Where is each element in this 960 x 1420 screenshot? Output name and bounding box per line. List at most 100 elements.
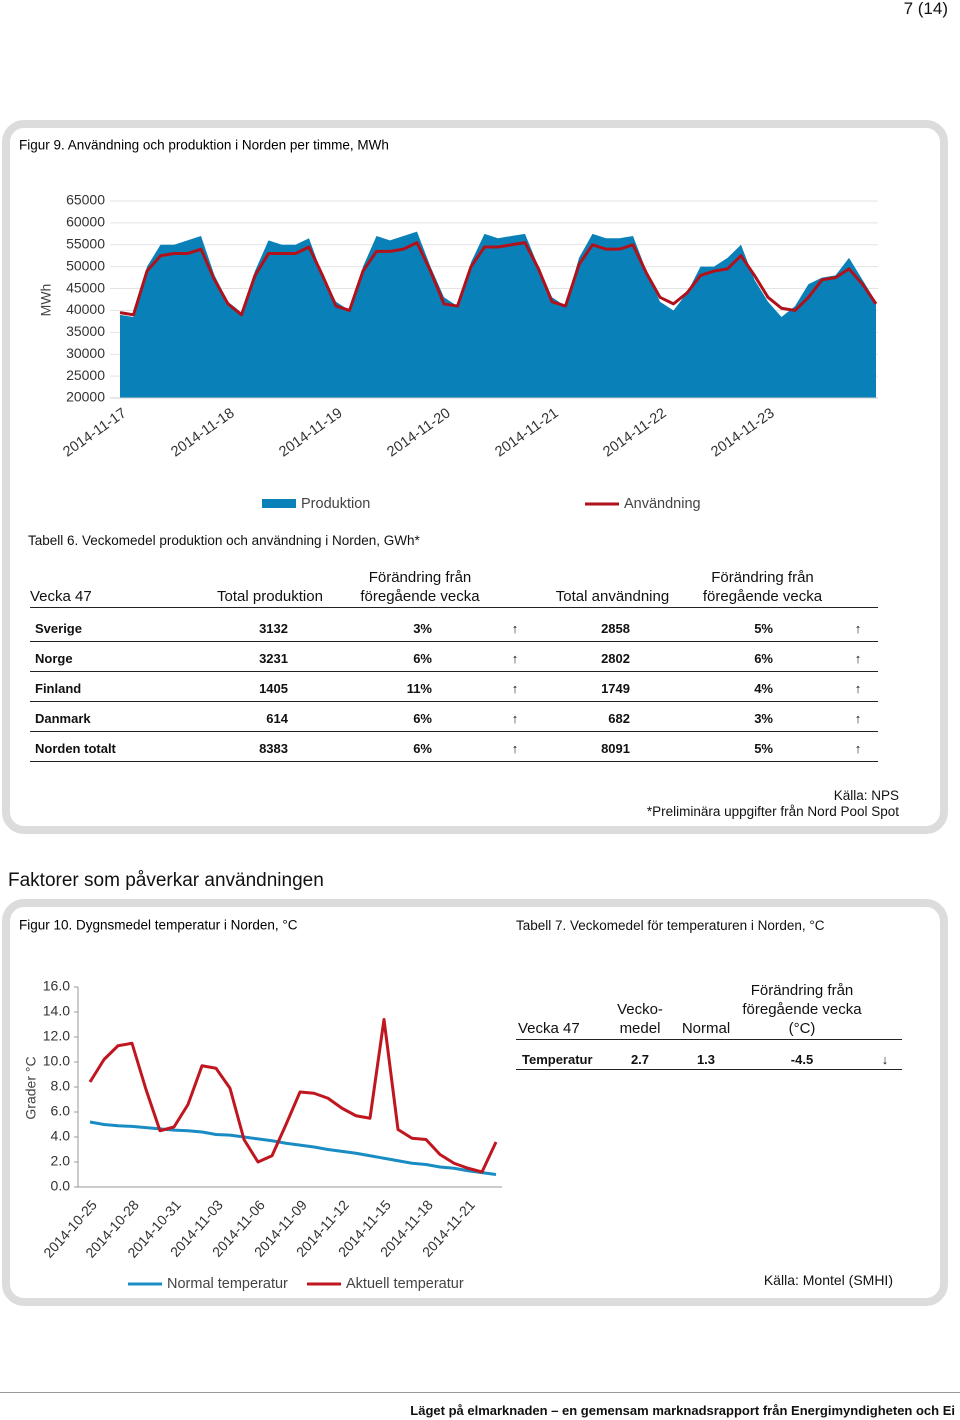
- y-tick-label: 30000: [66, 345, 105, 361]
- x-tick-label: 2014-11-22: [600, 405, 669, 460]
- table-cell: ↑: [511, 621, 519, 636]
- table-cell: 11%: [406, 681, 432, 696]
- y-tick-label: 65000: [66, 192, 105, 208]
- table-cell: Temperatur: [522, 1052, 593, 1067]
- table-source: Källa: Montel (SMHI): [763, 1272, 893, 1288]
- table-cell: ↑: [854, 711, 862, 726]
- table-cell: ↑: [511, 711, 519, 726]
- table-rule: [516, 1069, 902, 1070]
- table-cell: ↑: [854, 621, 862, 636]
- table-cell: ↑: [854, 651, 862, 666]
- table-header: Vecko-medel: [617, 1001, 663, 1037]
- table-cell: ↑: [511, 681, 519, 696]
- table-cell: 6%: [413, 741, 432, 756]
- legend-label: Produktion: [301, 496, 370, 512]
- y-tick-label: 6.0: [51, 1103, 71, 1119]
- table-rule: [516, 1039, 902, 1040]
- table-cell: 2802: [601, 651, 630, 666]
- y-tick-label: 20000: [66, 389, 105, 405]
- table-header: Vecka 47: [518, 1020, 580, 1037]
- table-cell: 3%: [413, 621, 432, 636]
- page-number: 7 (14): [903, 0, 948, 18]
- y-tick-label: 14.0: [43, 1003, 70, 1019]
- table-cell: ↓: [881, 1052, 889, 1067]
- line: [89, 1120, 497, 1176]
- y-tick-label: 25000: [66, 367, 105, 383]
- x-tick-label: 2014-11-23: [708, 405, 777, 460]
- x-tick-label: 2014-11-20: [384, 405, 453, 460]
- table-cell: 2.7: [630, 1052, 650, 1067]
- x-tick-label: 2014-11-17: [60, 405, 129, 460]
- table-cell: ↑: [854, 741, 862, 756]
- table-cell: 682: [608, 711, 630, 726]
- table-rule: [30, 641, 878, 642]
- table-cell: Norden totalt: [35, 741, 116, 756]
- legend-label: Normal temperatur: [167, 1276, 288, 1292]
- table-header: Total produktion: [217, 588, 323, 605]
- y-tick-label: 35000: [66, 323, 105, 339]
- y-tick-label: 40000: [66, 301, 105, 317]
- table-cell: 1749: [601, 681, 630, 696]
- table-header: Normal: [681, 1020, 731, 1037]
- table-cell: 3%: [754, 711, 773, 726]
- table-header: Förändring från föregående vecka (°C): [742, 982, 862, 1037]
- y-axis-label: MWh: [38, 284, 54, 317]
- table-cell: 614: [266, 711, 288, 726]
- line: [119, 241, 878, 317]
- table-cell: 6%: [413, 711, 432, 726]
- area: [120, 231, 876, 398]
- table-rule: [30, 607, 878, 608]
- y-tick-label: 12.0: [43, 1028, 70, 1044]
- table-header: Förändring från föregående vecka: [702, 569, 823, 605]
- y-tick-label: 2.0: [51, 1153, 71, 1169]
- table-rule: [30, 761, 878, 762]
- legend-label: Aktuell temperatur: [346, 1276, 464, 1292]
- table-header: Förändring från föregående vecka: [360, 569, 480, 605]
- line: [88, 1018, 498, 1174]
- panel: [2, 899, 948, 1306]
- table-cell: 3132: [259, 621, 288, 636]
- y-tick-label: 55000: [66, 235, 105, 251]
- table-cell: 3231: [259, 651, 288, 666]
- table-cell: ↑: [854, 681, 862, 696]
- table-cell: ↑: [511, 651, 519, 666]
- x-tick-label: 2014-11-21: [492, 405, 561, 460]
- y-tick-label: 16.0: [43, 978, 70, 994]
- y-tick-label: 10.0: [43, 1053, 70, 1069]
- table-title: Tabell 7. Veckomedel för temperaturen i …: [516, 918, 825, 933]
- table-cell: -4.5: [790, 1052, 814, 1067]
- table-cell: 5%: [754, 741, 773, 756]
- table-cell: Norge: [35, 651, 73, 666]
- table-cell: Sverige: [35, 621, 82, 636]
- table-source: Källa: NPS: [833, 788, 899, 803]
- footer: Läget på elmarknaden – en gemensam markn…: [410, 1403, 955, 1418]
- table-header: Vecka 47: [30, 588, 92, 605]
- legend-label: Användning: [624, 496, 701, 512]
- table-cell: ↑: [511, 741, 519, 756]
- table-rule: [30, 731, 878, 732]
- y-tick-label: 45000: [66, 279, 105, 295]
- table-note: *Preliminära uppgifter från Nord Pool Sp…: [646, 804, 899, 819]
- y-tick-label: 0.0: [51, 1178, 71, 1194]
- table-cell: 1405: [259, 681, 288, 696]
- table-cell: 1.3: [696, 1052, 716, 1067]
- table-cell: Finland: [35, 681, 82, 696]
- chart-title: Figur 9. Användning och produktion i Nor…: [19, 138, 389, 153]
- x-tick-label: 2014-11-18: [168, 405, 237, 460]
- table-cell: 6%: [413, 651, 432, 666]
- footer-rule: [0, 1392, 960, 1393]
- table-cell: Danmark: [35, 711, 91, 726]
- y-tick-label: 8.0: [51, 1078, 71, 1094]
- table-cell: 8091: [601, 741, 630, 756]
- table-cell: 5%: [754, 621, 773, 636]
- table-cell: 6%: [754, 651, 773, 666]
- table-header: Total användning: [555, 588, 670, 605]
- table-cell: 4%: [754, 681, 773, 696]
- panel: [2, 120, 948, 834]
- table-rule: [30, 701, 878, 702]
- section-heading: Faktorer som påverkar användningen: [8, 870, 324, 891]
- table-cell: 8383: [259, 741, 288, 756]
- table-cell: 2858: [601, 621, 630, 636]
